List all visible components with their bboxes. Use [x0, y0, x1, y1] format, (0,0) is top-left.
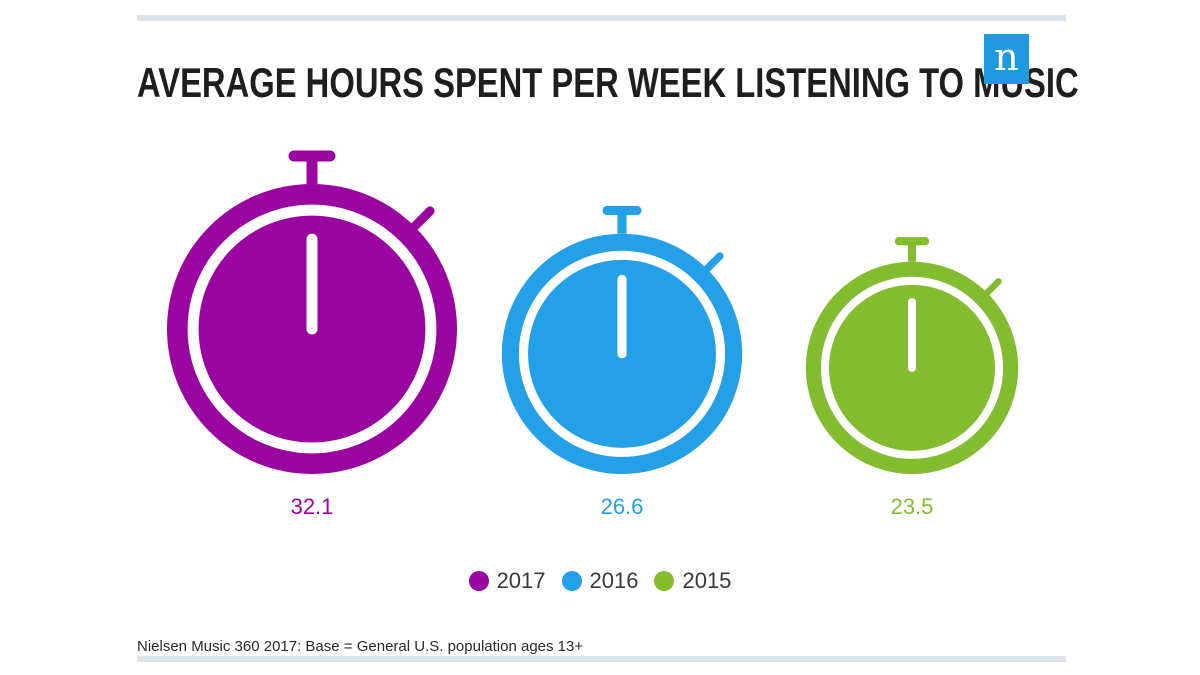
stopwatch-ring-2015	[820, 276, 1004, 459]
legend-dot-2016	[561, 571, 582, 591]
legend-item-2017: 2017	[468, 568, 546, 594]
bottom-divider	[137, 656, 1066, 662]
chart-title: AVERAGE HOURS SPENT PER WEEK LISTENING T…	[137, 59, 1079, 106]
top-divider	[137, 15, 1066, 21]
value-label-2015: 23.5	[891, 494, 934, 519]
nielsen-logo: n	[984, 34, 1029, 84]
source-note: Nielsen Music 360 2017: Base = General U…	[137, 638, 584, 655]
stopwatch-ring-2017	[187, 204, 437, 454]
legend-label-2016: 2016	[589, 568, 639, 593]
legend-item-2015: 2015	[654, 568, 731, 594]
legend-label-2017: 2017	[496, 568, 546, 593]
legend-item-2016: 2016	[561, 568, 639, 594]
stopwatch-ring-2016	[518, 250, 726, 457]
legend-dot-2015	[654, 571, 675, 591]
legend-label-2015: 2015	[682, 568, 732, 593]
legend-dot-2017	[468, 571, 489, 591]
value-label-2017: 32.1	[291, 494, 334, 519]
value-label-2016: 26.6	[601, 494, 644, 519]
legend: 2017 2016 2015	[0, 566, 1200, 596]
